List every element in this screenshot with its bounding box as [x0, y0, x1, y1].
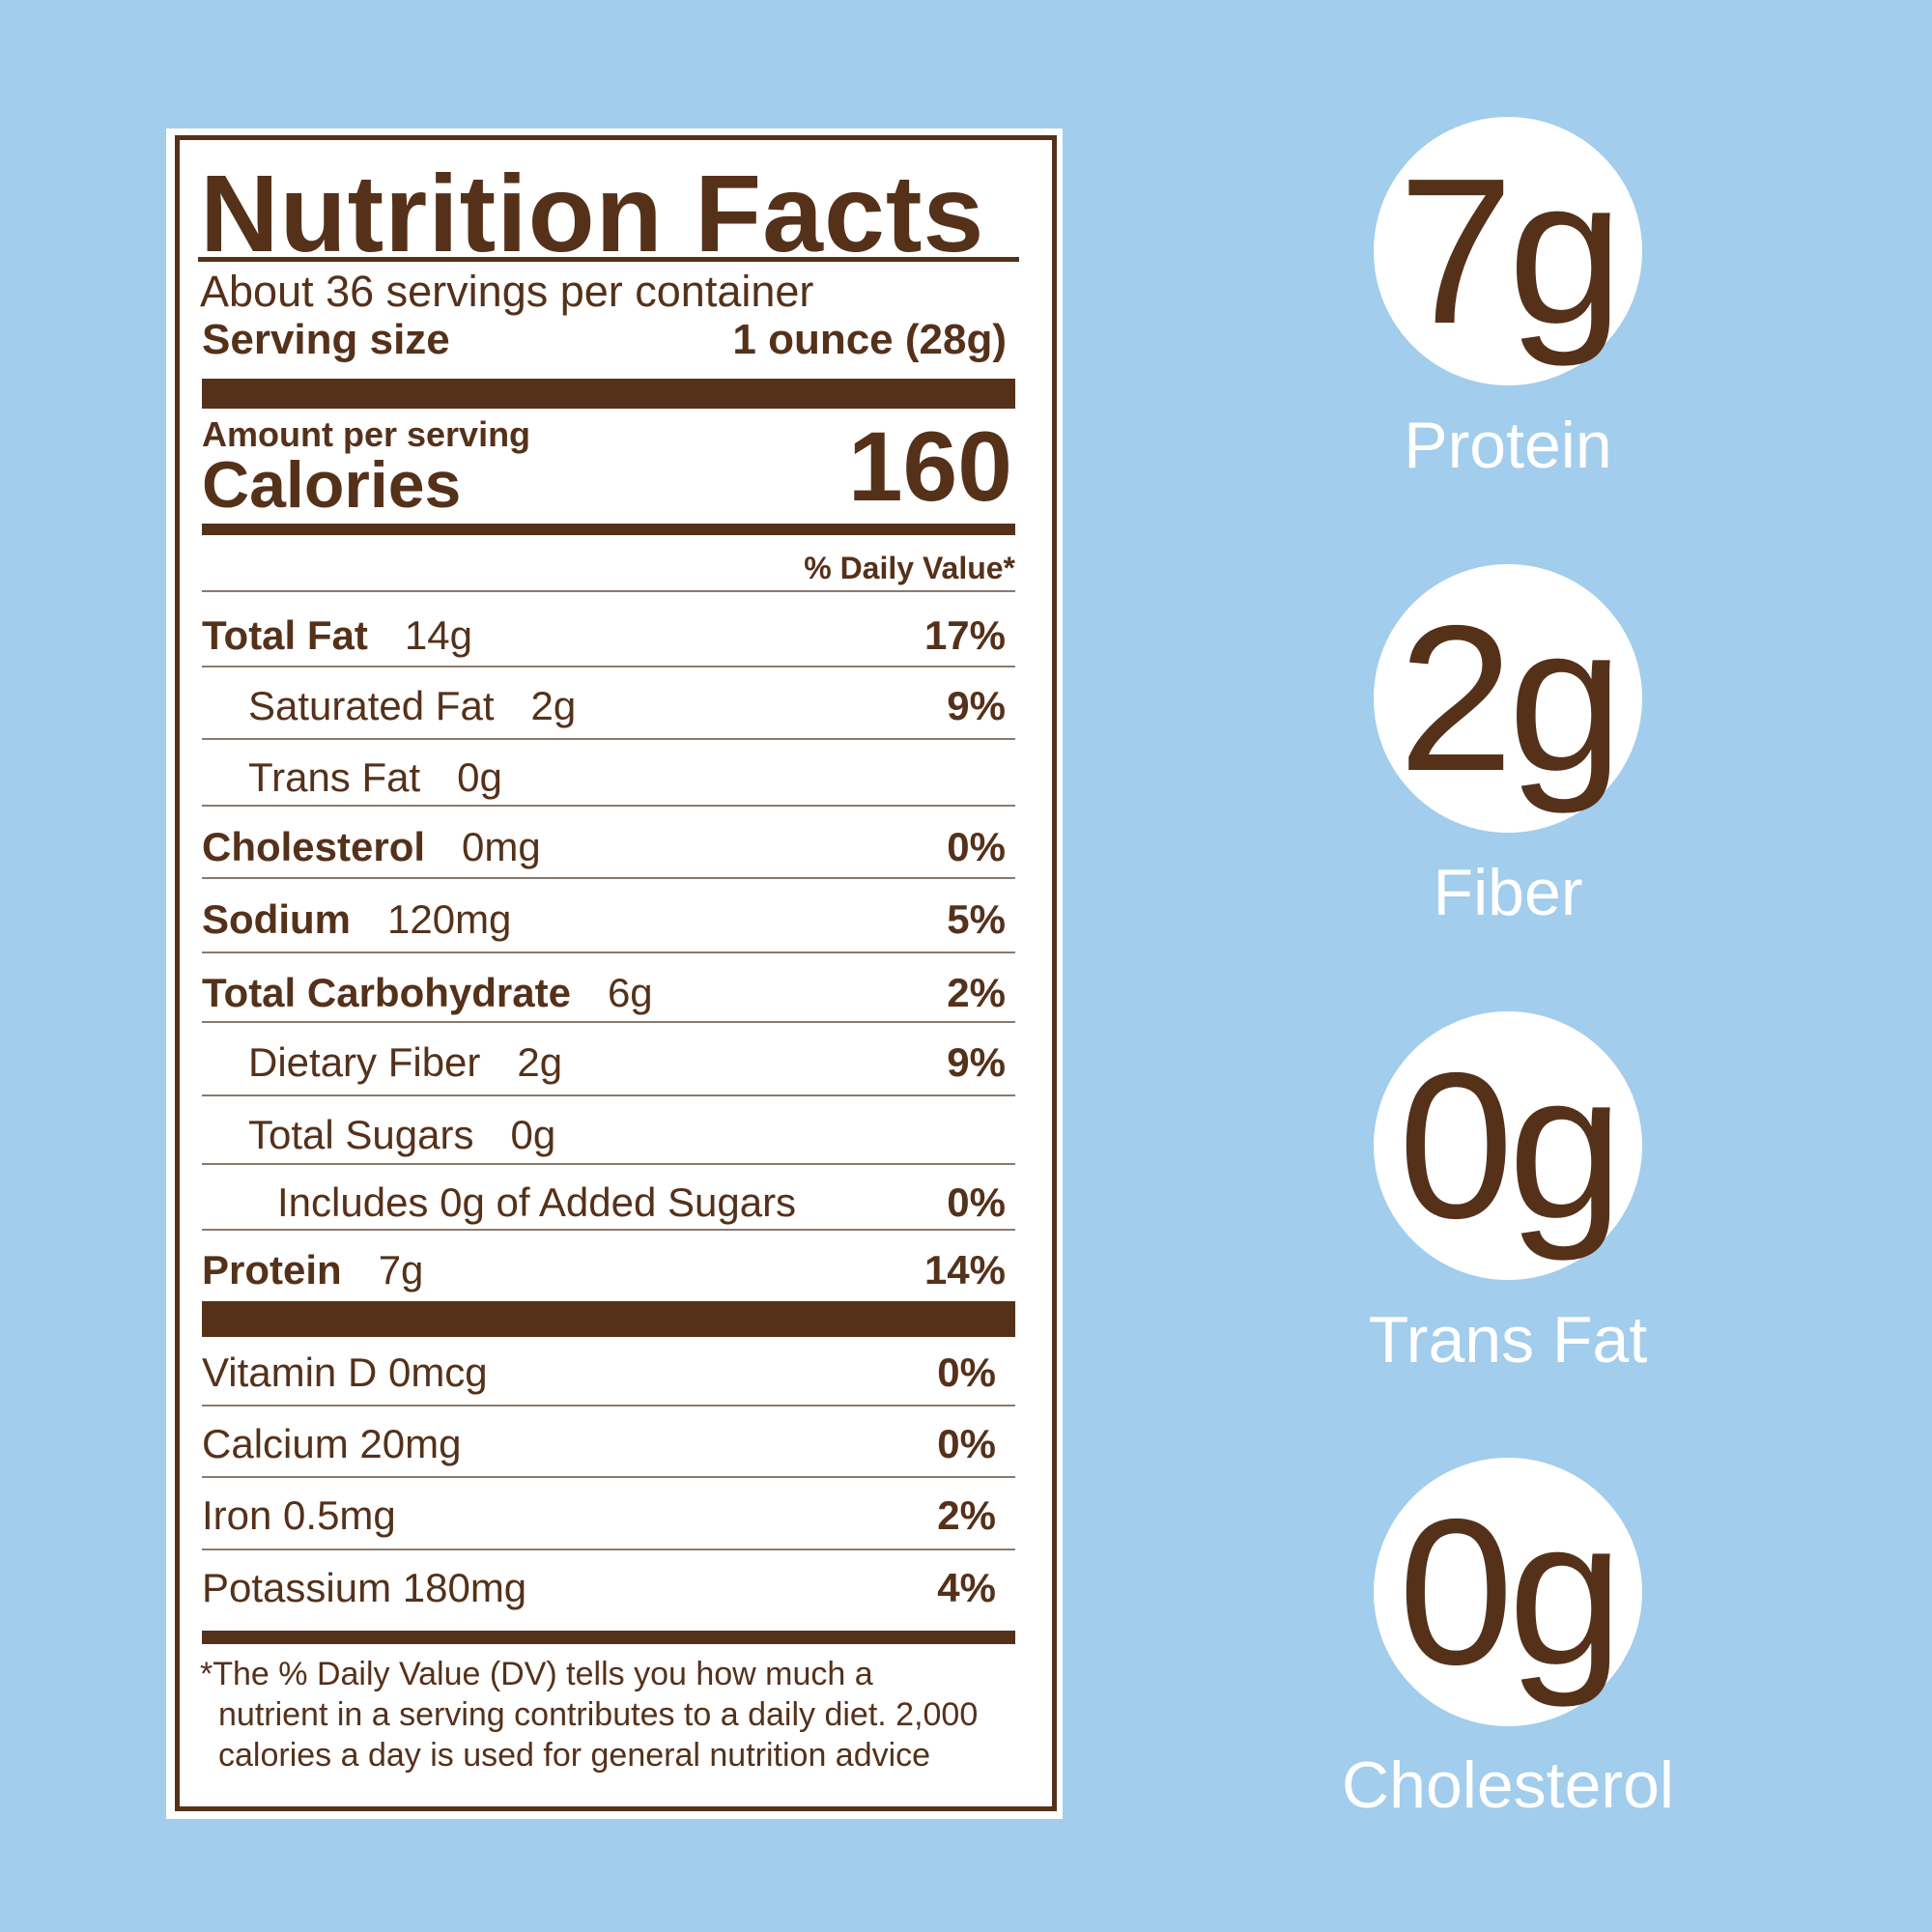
highlight-label: Trans Fat [1368, 1303, 1648, 1377]
nutrient-amount: 2g [530, 683, 577, 728]
divider [202, 666, 1015, 668]
nutrient-amount: 0g [457, 754, 502, 800]
vitamin-name: Iron 0.5mg [202, 1492, 396, 1538]
nutrient-name: Cholesterol [202, 824, 426, 869]
vitamin-row: Iron 0.5mg 2% [202, 1492, 996, 1540]
highlight-value: 0g [1398, 1029, 1623, 1262]
nutrient-daily-value: 0% [947, 824, 1006, 869]
vitamin-name: Calcium 20mg [202, 1421, 462, 1466]
nutrient-name: Total Sugars [248, 1112, 474, 1157]
amount-per-serving: Amount per serving [202, 414, 531, 454]
nutrient-daily-value: 2% [947, 970, 1006, 1015]
divider [202, 1476, 1015, 1478]
nutrient-amount: 120mg [387, 896, 512, 942]
nutrient-amount: 7g [378, 1247, 424, 1293]
highlight-circle: 2g [1374, 564, 1642, 833]
highlight-value: 7g [1398, 134, 1623, 367]
nutrient-daily-value: 0% [947, 1179, 1006, 1225]
nutrient-row: Total Sugars 0g [202, 1111, 1006, 1159]
highlight-label: Protein [1404, 409, 1612, 482]
calories-label: Calories [202, 448, 462, 522]
footnote-line: *The % Daily Value (DV) tells you how mu… [200, 1656, 873, 1692]
highlight-label: Fiber [1433, 856, 1583, 929]
label-title: Nutrition Facts [200, 153, 985, 274]
vitamin-daily-value: 0% [937, 1421, 996, 1466]
highlight-value: 2g [1398, 582, 1623, 814]
nutrient-daily-value: 9% [947, 1039, 1006, 1085]
nutrient-name: Saturated Fat [248, 683, 495, 728]
thick-divider [202, 1301, 1015, 1337]
nutrient-name: Trans Fat [248, 754, 421, 800]
divider [198, 257, 1019, 262]
nutrient-row: Dietary Fiber 2g 9% [202, 1038, 1006, 1087]
nutrient-amount: 0mg [462, 824, 541, 869]
highlight-label: Cholesterol [1342, 1748, 1674, 1822]
vitamin-name: Potassium 180mg [202, 1565, 527, 1610]
nutrition-label-card [166, 128, 1063, 1819]
divider [202, 877, 1015, 879]
nutrient-amount: 14g [404, 612, 472, 658]
divider [202, 1021, 1015, 1023]
nutrient-daily-value: 17% [923, 612, 1006, 658]
vitamin-daily-value: 4% [937, 1565, 996, 1610]
nutrient-daily-value: 9% [947, 683, 1006, 728]
nutrient-row: Saturated Fat 2g 9% [202, 682, 1006, 730]
nutrient-row: Includes 0g of Added Sugars 0% [202, 1179, 1006, 1227]
serving-size-value: 1 ounce (28g) [732, 316, 1007, 363]
highlight-value: 0g [1398, 1475, 1623, 1708]
vitamin-daily-value: 2% [937, 1492, 996, 1538]
nutrient-row: Total Carbohydrate 6g 2% [202, 969, 1006, 1017]
divider [202, 738, 1015, 740]
nutrient-name: Includes 0g of Added Sugars [277, 1179, 797, 1225]
divider [202, 1163, 1015, 1165]
nutrient-daily-value: 5% [947, 896, 1006, 942]
divider [202, 805, 1015, 807]
nutrient-row: Protein 7g 14% [202, 1246, 1006, 1294]
thick-divider [202, 379, 1015, 409]
highlight-circle: 0g [1374, 1011, 1642, 1280]
nutrient-name: Sodium [202, 896, 351, 942]
nutrient-name: Protein [202, 1247, 342, 1293]
highlight-circle: 7g [1374, 117, 1642, 385]
footnote-line: nutrient in a serving contributes to a d… [218, 1696, 979, 1733]
nutrient-daily-value: 14% [923, 1247, 1006, 1293]
nutrient-row: Cholesterol 0mg 0% [202, 823, 1006, 871]
nutrient-amount: 0g [510, 1112, 556, 1157]
divider [202, 1631, 1015, 1644]
nutrient-name: Dietary Fiber [248, 1039, 481, 1085]
vitamin-row: Vitamin D 0mcg 0% [202, 1349, 996, 1397]
footnote: *The % Daily Value (DV) tells you how mu… [200, 1654, 978, 1776]
serving-size-label: Serving size [202, 316, 450, 363]
vitamin-daily-value: 0% [937, 1350, 996, 1395]
divider [202, 1229, 1015, 1231]
divider [202, 1094, 1015, 1096]
nutrient-amount: 6g [607, 970, 653, 1015]
highlight-circle: 0g [1374, 1458, 1642, 1726]
divider [202, 952, 1015, 953]
nutrient-name: Total Carbohydrate [202, 970, 571, 1015]
calories-value: 160 [847, 412, 1012, 522]
daily-value-header: % Daily Value* [804, 551, 1015, 585]
vitamin-name: Vitamin D 0mcg [202, 1350, 488, 1395]
nutrient-row: Sodium 120mg 5% [202, 895, 1006, 944]
divider [202, 1405, 1015, 1406]
servings-per-container: About 36 servings per container [200, 267, 814, 316]
nutrient-row: Trans Fat 0g [202, 753, 1006, 802]
divider [202, 590, 1015, 592]
vitamin-row: Potassium 180mg 4% [202, 1564, 996, 1612]
vitamin-row: Calcium 20mg 0% [202, 1420, 996, 1468]
footnote-line: calories a day is used for general nutri… [218, 1737, 931, 1774]
nutrition-label-border [175, 135, 1057, 1811]
divider [202, 1548, 1015, 1550]
nutrient-row: Total Fat 14g 17% [202, 611, 1006, 660]
nutrient-amount: 2g [517, 1039, 563, 1085]
nutrient-name: Total Fat [202, 612, 368, 658]
divider [202, 524, 1015, 535]
